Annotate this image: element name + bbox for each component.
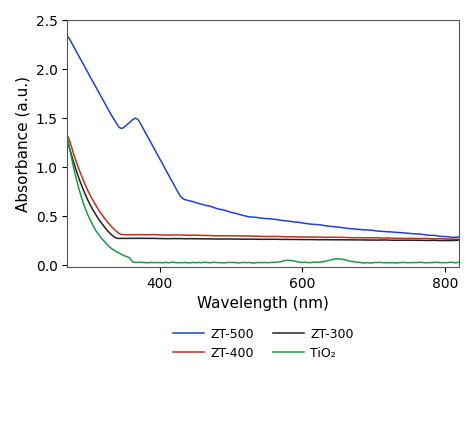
ZT-300 bbox=[164, 236, 169, 241]
ZT-400 bbox=[64, 132, 70, 138]
Y-axis label: Absorbance (a.u.): Absorbance (a.u.) bbox=[15, 76, 30, 212]
ZT-300 bbox=[456, 237, 462, 243]
ZT-500 bbox=[365, 227, 371, 233]
ZT-500 bbox=[83, 67, 89, 72]
TiO₂ bbox=[227, 260, 232, 265]
TiO₂ bbox=[360, 260, 365, 266]
ZT-500 bbox=[164, 168, 169, 174]
ZT-500 bbox=[64, 33, 70, 39]
X-axis label: Wavelength (nm): Wavelength (nm) bbox=[197, 296, 329, 311]
ZT-400 bbox=[441, 236, 447, 241]
ZT-300 bbox=[64, 140, 70, 146]
Line: ZT-500: ZT-500 bbox=[67, 36, 459, 237]
ZT-300 bbox=[438, 238, 443, 243]
TiO₂ bbox=[94, 230, 100, 235]
ZT-500 bbox=[94, 87, 100, 92]
Line: ZT-400: ZT-400 bbox=[67, 135, 459, 239]
ZT-300 bbox=[94, 214, 100, 220]
Line: TiO₂: TiO₂ bbox=[67, 139, 459, 263]
ZT-400 bbox=[456, 237, 462, 242]
TiO₂ bbox=[366, 260, 372, 265]
ZT-500 bbox=[227, 209, 232, 214]
Legend: ZT-500, ZT-400, ZT-300, TiO₂: ZT-500, ZT-400, ZT-300, TiO₂ bbox=[168, 323, 358, 365]
ZT-300 bbox=[365, 237, 371, 243]
ZT-400 bbox=[94, 205, 100, 210]
ZT-300 bbox=[83, 194, 89, 199]
ZT-400 bbox=[164, 233, 169, 238]
ZT-500 bbox=[451, 235, 457, 240]
TiO₂ bbox=[164, 260, 169, 265]
TiO₂ bbox=[83, 208, 89, 214]
ZT-400 bbox=[227, 233, 232, 238]
TiO₂ bbox=[441, 260, 447, 265]
TiO₂ bbox=[456, 260, 462, 265]
ZT-300 bbox=[227, 237, 232, 242]
Line: ZT-300: ZT-300 bbox=[67, 143, 459, 241]
ZT-500 bbox=[456, 234, 462, 240]
ZT-300 bbox=[441, 238, 447, 243]
ZT-400 bbox=[365, 235, 371, 241]
ZT-400 bbox=[83, 184, 89, 190]
ZT-500 bbox=[441, 234, 447, 239]
TiO₂ bbox=[64, 136, 70, 141]
